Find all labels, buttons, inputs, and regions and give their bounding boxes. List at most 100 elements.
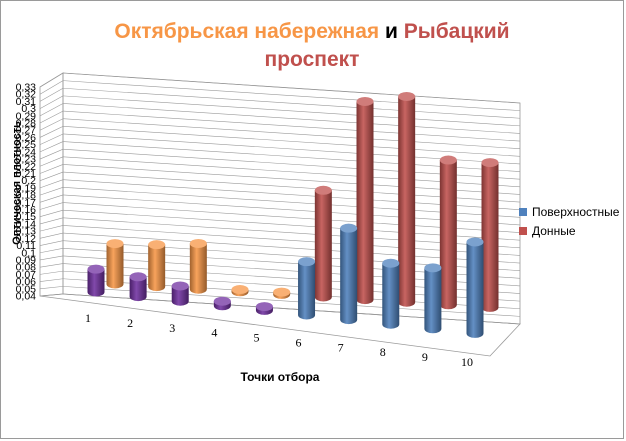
gridline — [62, 110, 521, 142]
y-tick-label: 0,29 — [16, 110, 37, 122]
bar-surface-3-top — [171, 281, 189, 291]
gridline-side — [39, 225, 64, 232]
y-tick-label: 0,27 — [16, 125, 37, 137]
gridline-side — [39, 148, 64, 160]
gridline-side — [39, 263, 64, 268]
y-tick-label: 0,1 — [21, 247, 36, 259]
gridline-side — [39, 103, 64, 117]
gridline-side — [39, 278, 64, 282]
bar-bottom-2-top — [148, 240, 166, 250]
gridline-side — [39, 240, 64, 246]
legend-swatch-surface — [519, 208, 527, 216]
bar-surface-1-top — [87, 264, 105, 274]
bar-surface-10-top — [466, 237, 484, 247]
bar-surface-8-top — [382, 258, 400, 268]
gridline-side — [39, 194, 64, 203]
y-tick-label: 0,24 — [16, 146, 37, 158]
bar-surface-4 — [213, 296, 231, 311]
y-tick-label: 0,3 — [21, 103, 36, 115]
chart-title: Октябрьская набережная и Рыбацкий проспе… — [0, 18, 624, 74]
y-tick-label: 0,22 — [16, 161, 37, 173]
y-tick-label: 0,23 — [16, 154, 37, 166]
bar-surface-8-body — [382, 263, 400, 329]
x-tick-label: 6 — [296, 335, 302, 349]
gridline-side — [39, 126, 64, 138]
title-part-2: и — [379, 20, 404, 43]
x-tick-label: 8 — [380, 345, 386, 359]
bar-surface-9-body — [424, 267, 442, 334]
gridline — [62, 80, 521, 111]
legend-item-surface: Поверхностные — [519, 205, 619, 219]
y-tick-label: 0,11 — [16, 240, 36, 252]
y-tick-label: 0,33 — [16, 82, 37, 94]
bar-surface-7-body — [340, 228, 358, 325]
x-tick-label: 9 — [422, 350, 428, 364]
gridline-side — [39, 217, 64, 225]
bar-bottom-8-body — [398, 96, 416, 307]
y-axis-title: Оптическая плотность — [11, 121, 23, 245]
y-tick-label: 0,2 — [21, 175, 36, 187]
gridline-side — [39, 133, 64, 145]
bar-surface-1 — [87, 264, 105, 297]
gridline-side — [39, 156, 64, 167]
y-tick-label: 0,12 — [16, 233, 37, 245]
y-tick-label: 0,15 — [16, 211, 37, 223]
gridline-side — [39, 72, 64, 88]
y-tick-label: 0,08 — [16, 262, 37, 274]
y-tick-label: 0,32 — [16, 89, 37, 101]
x-tick-label: 3 — [169, 321, 175, 335]
bar-bottom-5-top — [273, 287, 291, 297]
bar-bottom-9 — [439, 155, 457, 310]
y-tick-label: 0,19 — [16, 182, 37, 194]
gridline-side — [39, 293, 64, 297]
y-tick-label: 0,05 — [16, 283, 37, 295]
y-tick-label: 0,21 — [16, 168, 37, 180]
gridline-side — [39, 209, 64, 218]
bar-surface-5 — [255, 302, 273, 315]
bar-surface-3-body — [171, 285, 189, 306]
y-tick-label: 0,14 — [16, 218, 37, 230]
y-tick-label: 0,16 — [16, 204, 37, 216]
gridline-side — [39, 171, 64, 181]
x-tick-label: 7 — [338, 340, 344, 354]
bar-bottom-7-body — [356, 101, 374, 305]
gridline-side — [39, 80, 64, 95]
legend-label-surface: Поверхностные — [532, 205, 620, 219]
gridline — [62, 126, 521, 157]
bar-surface-6-body — [298, 261, 316, 320]
gridline — [62, 87, 521, 119]
bar-surface-10 — [466, 237, 484, 338]
bar-bottom-3 — [189, 238, 207, 294]
gridline-side — [39, 270, 64, 275]
x-tick-label: 2 — [127, 316, 133, 330]
bar-surface-6-top — [298, 257, 316, 267]
x-tick-label: 4 — [211, 326, 217, 340]
gridline-side — [39, 110, 64, 124]
title-part-4: проспект — [264, 48, 360, 71]
bar-bottom-10-top — [481, 158, 499, 168]
gridline-side — [39, 232, 64, 239]
gridline-side — [39, 141, 64, 153]
bar-bottom-1-body — [106, 243, 124, 289]
bar-bottom-6-body — [314, 190, 332, 302]
legend-swatch-bottom — [519, 227, 527, 235]
x-axis-title: Точки отбора — [241, 370, 320, 384]
legend-item-bottom: Донные — [519, 224, 576, 238]
bar-bottom-3-top — [189, 238, 207, 248]
bar-surface-10-body — [466, 241, 484, 338]
bar-surface-7 — [340, 223, 358, 325]
bar-bottom-4 — [231, 285, 249, 297]
bar-surface-4-top — [213, 296, 231, 306]
y-tick-label: 0,26 — [16, 132, 37, 144]
y-tick-label: 0,18 — [16, 190, 37, 202]
gridline-side — [39, 179, 64, 189]
gridline — [62, 118, 521, 150]
gridline-side — [39, 118, 64, 131]
bar-surface-2 — [129, 272, 147, 302]
bar-surface-2-top — [129, 272, 147, 282]
bar-bottom-4-top — [231, 285, 249, 295]
bar-surface-2-body — [129, 276, 147, 302]
gridline — [62, 103, 521, 134]
bar-bottom-5 — [273, 287, 291, 299]
